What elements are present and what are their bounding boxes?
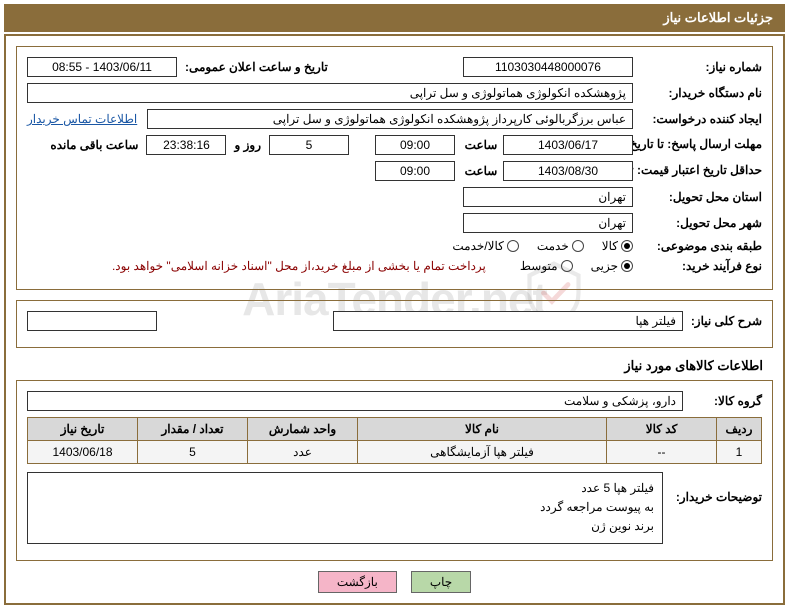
proc-minor-radio[interactable]: جزیی: [591, 259, 633, 273]
cell-row: 1: [717, 441, 762, 464]
deadline-label: مهلت ارسال پاسخ: تا تاریخ:: [637, 137, 762, 153]
row-province: استان محل تحویل:: [27, 187, 762, 207]
cell-name: فیلتر هپا آزمایشگاهی: [358, 441, 607, 464]
buyer-org-label: نام دستگاه خریدار:: [637, 86, 762, 100]
min-valid-label: حداقل تاریخ اعتبار قیمت: تا تاریخ:: [637, 163, 762, 179]
radio-icon: [621, 240, 633, 252]
payment-note: پرداخت تمام یا بخشی از مبلغ خرید،از محل …: [112, 259, 486, 273]
cat-both-radio[interactable]: کالا/خدمت: [452, 239, 518, 253]
row-summary: شرح کلی نیاز:: [27, 311, 762, 331]
city-field: [463, 213, 633, 233]
requester-label: ایجاد کننده درخواست:: [637, 112, 762, 126]
need-number-field: [463, 57, 633, 77]
cell-qty: 5: [138, 441, 248, 464]
radio-icon: [621, 260, 633, 272]
summary-fieldset: شرح کلی نیاز:: [16, 300, 773, 348]
page-title: جزئیات اطلاعات نیاز: [663, 10, 773, 25]
page-container: جزئیات اطلاعات نیاز AriaTender.net شماره…: [0, 0, 789, 598]
radio-icon: [572, 240, 584, 252]
cat-service-label: خدمت: [537, 239, 569, 253]
row-requester: ایجاد کننده درخواست: اطلاعات تماس خریدار: [27, 109, 762, 129]
page-title-bar: جزئیات اطلاعات نیاز: [4, 4, 785, 32]
th-row: ردیف: [717, 418, 762, 441]
cat-both-label: کالا/خدمت: [452, 239, 503, 253]
province-label: استان محل تحویل:: [637, 190, 762, 204]
proc-medium-label: متوسط: [520, 259, 558, 273]
need-number-label: شماره نیاز:: [637, 60, 762, 74]
button-row: چاپ بازگشت: [16, 571, 773, 593]
goods-table: ردیف کد کالا نام کالا واحد شمارش تعداد /…: [27, 417, 762, 464]
desc-line: به پیوست مراجعه گردد: [36, 498, 654, 517]
goods-fieldset: گروه کالا: ردیف کد کالا نام کالا واحد شم…: [16, 380, 773, 561]
cat-goods-radio[interactable]: کالا: [602, 239, 633, 253]
desc-line: فیلتر هپا 5 عدد: [36, 479, 654, 498]
requester-field: [147, 109, 633, 129]
row-min-valid: حداقل تاریخ اعتبار قیمت: تا تاریخ: ساعت: [27, 161, 762, 181]
goods-section-title: اطلاعات کالاهای مورد نیاز: [16, 358, 763, 374]
remain-label: ساعت باقی مانده: [46, 138, 142, 152]
th-name: نام کالا: [358, 418, 607, 441]
deadline-date-field: [503, 135, 633, 155]
print-button[interactable]: چاپ: [411, 571, 471, 593]
process-label: نوع فرآیند خرید:: [637, 259, 762, 273]
main-frame: AriaTender.net شماره نیاز: تاریخ و ساعت …: [4, 34, 785, 605]
days-word: روز و: [230, 138, 265, 152]
cell-code: --: [607, 441, 717, 464]
th-code: کد کالا: [607, 418, 717, 441]
announce-label: تاریخ و ساعت اعلان عمومی:: [181, 60, 328, 74]
radio-icon: [561, 260, 573, 272]
cat-service-radio[interactable]: خدمت: [537, 239, 584, 253]
row-category: طبقه بندی موضوعی: کالا خدمت کالا/خدمت: [27, 239, 762, 253]
radio-icon: [507, 240, 519, 252]
back-button[interactable]: بازگشت: [318, 571, 397, 593]
goods-group-field: [27, 391, 683, 411]
proc-medium-radio[interactable]: متوسط: [520, 259, 573, 273]
cell-unit: عدد: [248, 441, 358, 464]
row-goods-group: گروه کالا:: [27, 391, 762, 411]
proc-minor-label: جزیی: [591, 259, 618, 273]
th-qty: تعداد / مقدار: [138, 418, 248, 441]
table-row: 1 -- فیلتر هپا آزمایشگاهی عدد 5 1403/06/…: [28, 441, 762, 464]
row-deadline: مهلت ارسال پاسخ: تا تاریخ: ساعت روز و سا…: [27, 135, 762, 155]
process-radio-group: جزیی متوسط: [520, 259, 633, 273]
summary-extra-field: [27, 311, 157, 331]
buyer-desc-box: فیلتر هپا 5 عدد به پیوست مراجعه گردد برن…: [27, 472, 663, 544]
days-count-field: [269, 135, 349, 155]
countdown-field: [146, 135, 226, 155]
province-field: [463, 187, 633, 207]
summary-label: شرح کلی نیاز:: [687, 314, 762, 328]
buyer-contact-link[interactable]: اطلاعات تماس خریدار: [27, 112, 137, 126]
table-header-row: ردیف کد کالا نام کالا واحد شمارش تعداد /…: [28, 418, 762, 441]
category-radio-group: کالا خدمت کالا/خدمت: [452, 239, 633, 253]
city-label: شهر محل تحویل:: [637, 216, 762, 230]
min-valid-date-field: [503, 161, 633, 181]
goods-group-label: گروه کالا:: [687, 394, 762, 408]
deadline-time-label: ساعت: [459, 138, 499, 152]
row-need-number: شماره نیاز: تاریخ و ساعت اعلان عمومی:: [27, 57, 762, 77]
th-need-date: تاریخ نیاز: [28, 418, 138, 441]
summary-field: [333, 311, 683, 331]
buyer-org-field: [27, 83, 633, 103]
deadline-time-field: [375, 135, 455, 155]
row-buyer-org: نام دستگاه خریدار:: [27, 83, 762, 103]
row-city: شهر محل تحویل:: [27, 213, 762, 233]
cat-goods-label: کالا: [602, 239, 618, 253]
th-unit: واحد شمارش: [248, 418, 358, 441]
buyer-desc-label: توضیحات خریدار:: [667, 472, 762, 504]
cell-need-date: 1403/06/18: [28, 441, 138, 464]
category-label: طبقه بندی موضوعی:: [637, 239, 762, 253]
announce-field: [27, 57, 177, 77]
desc-line: برند نوین ژن: [36, 517, 654, 536]
row-buyer-desc: توضیحات خریدار: فیلتر هپا 5 عدد به پیوست…: [27, 472, 762, 544]
row-process: نوع فرآیند خرید: جزیی متوسط پرداخت تمام …: [27, 259, 762, 273]
min-valid-time-field: [375, 161, 455, 181]
details-fieldset: شماره نیاز: تاریخ و ساعت اعلان عمومی: نا…: [16, 46, 773, 290]
min-valid-time-label: ساعت: [459, 164, 499, 178]
